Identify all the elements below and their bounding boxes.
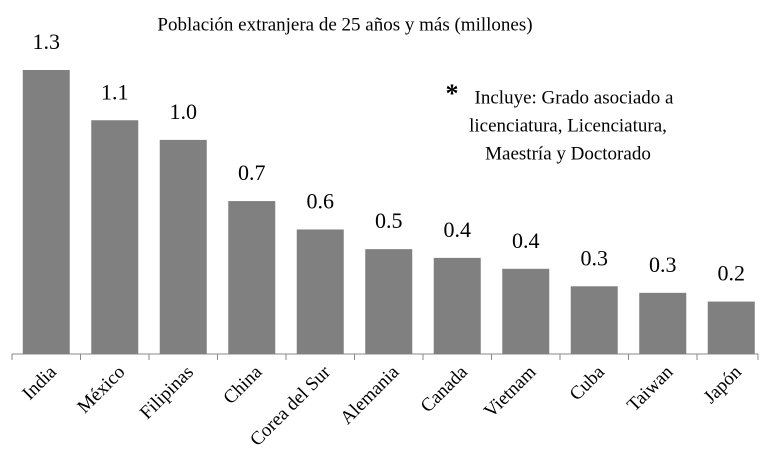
value-label: 1.3 <box>33 29 61 54</box>
x-tick-label: Taiwan <box>623 361 678 416</box>
bar <box>91 120 139 354</box>
annotation: Maestría y Doctorado <box>485 143 651 164</box>
value-label: 0.2 <box>718 261 746 286</box>
x-tick-label: Vietnam <box>480 362 540 422</box>
value-label: 0.3 <box>581 245 609 270</box>
bar <box>365 249 413 354</box>
annotation-marker: * <box>446 79 459 108</box>
value-label: 0.7 <box>238 160 266 185</box>
chart-title: Población extranjera de 25 años y más (m… <box>157 14 532 35</box>
x-tick-label: Japón <box>700 361 747 408</box>
value-label: 0.5 <box>375 208 403 233</box>
x-tick-label: Canada <box>417 361 473 417</box>
x-tick-label: Cuba <box>566 361 610 405</box>
value-label: 0.4 <box>444 217 472 242</box>
value-label: 1.0 <box>170 99 198 124</box>
x-tick-label: India <box>18 361 61 404</box>
x-tick-label: Alemania <box>336 361 403 428</box>
bar <box>296 229 344 354</box>
x-tick-label: México <box>73 362 129 418</box>
annotation: Incluye: Grado asociado a <box>475 87 674 108</box>
value-label: 0.6 <box>307 189 335 214</box>
x-tick-label: Filipinas <box>136 362 198 424</box>
value-label: 1.1 <box>101 79 129 104</box>
bar <box>639 292 687 354</box>
bar <box>159 139 207 354</box>
bar <box>570 286 618 354</box>
value-label: 0.4 <box>512 228 540 253</box>
annotation: licenciatura, Licenciatura, <box>469 115 667 136</box>
bar <box>502 268 550 354</box>
value-label: 0.3 <box>649 252 677 277</box>
bar <box>707 301 755 354</box>
x-tick-label: China <box>219 361 266 408</box>
bar <box>228 201 276 354</box>
bar <box>433 257 481 354</box>
bar <box>22 70 70 354</box>
